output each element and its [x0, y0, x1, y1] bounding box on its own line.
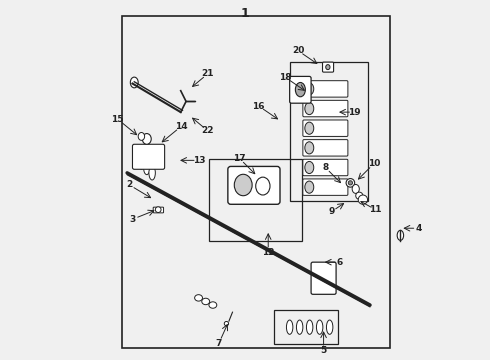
FancyBboxPatch shape	[303, 81, 348, 97]
Circle shape	[348, 181, 352, 185]
Text: 18: 18	[279, 73, 292, 82]
Text: 3: 3	[129, 215, 136, 224]
Bar	[273, 310, 338, 344]
Circle shape	[155, 207, 161, 212]
Text: 10: 10	[368, 159, 380, 168]
FancyBboxPatch shape	[303, 140, 348, 156]
Ellipse shape	[287, 320, 293, 334]
Text: 12: 12	[262, 248, 274, 257]
Ellipse shape	[209, 302, 217, 308]
Circle shape	[358, 195, 368, 204]
Ellipse shape	[130, 77, 138, 88]
Ellipse shape	[234, 174, 252, 196]
Ellipse shape	[305, 103, 314, 114]
Ellipse shape	[305, 161, 314, 174]
Ellipse shape	[305, 142, 314, 154]
Text: 17: 17	[233, 154, 246, 163]
Ellipse shape	[305, 83, 314, 95]
Text: 14: 14	[175, 122, 188, 131]
Bar	[290, 62, 368, 202]
FancyBboxPatch shape	[290, 76, 311, 103]
Circle shape	[356, 192, 363, 199]
FancyBboxPatch shape	[303, 120, 348, 136]
Ellipse shape	[149, 166, 155, 180]
FancyBboxPatch shape	[311, 262, 336, 294]
Ellipse shape	[133, 150, 139, 164]
Ellipse shape	[256, 177, 270, 195]
FancyBboxPatch shape	[303, 159, 348, 176]
Text: 13: 13	[193, 156, 205, 165]
Text: 7: 7	[216, 339, 222, 348]
Ellipse shape	[144, 160, 150, 175]
Text: 9: 9	[329, 207, 335, 216]
FancyBboxPatch shape	[322, 62, 334, 72]
Text: 4: 4	[415, 224, 421, 233]
Ellipse shape	[352, 184, 359, 193]
Ellipse shape	[305, 181, 314, 193]
Text: 2: 2	[126, 180, 132, 189]
FancyBboxPatch shape	[132, 144, 165, 169]
FancyBboxPatch shape	[303, 179, 348, 195]
Ellipse shape	[305, 122, 314, 134]
Ellipse shape	[295, 82, 305, 97]
Ellipse shape	[202, 298, 210, 305]
Ellipse shape	[326, 320, 333, 334]
Text: 20: 20	[292, 46, 304, 55]
Text: 16: 16	[252, 102, 265, 111]
Bar	[122, 16, 390, 348]
FancyBboxPatch shape	[228, 166, 280, 204]
Ellipse shape	[326, 64, 330, 69]
Text: 19: 19	[348, 108, 361, 117]
Text: 15: 15	[111, 114, 124, 123]
Text: 11: 11	[369, 205, 382, 214]
FancyBboxPatch shape	[153, 207, 164, 213]
FancyBboxPatch shape	[303, 100, 348, 117]
Text: 6: 6	[337, 258, 343, 267]
Ellipse shape	[397, 230, 404, 240]
Ellipse shape	[138, 132, 145, 140]
Text: 1: 1	[241, 8, 249, 21]
Text: 5: 5	[320, 346, 327, 355]
Ellipse shape	[296, 320, 303, 334]
Ellipse shape	[306, 320, 313, 334]
Bar	[209, 158, 302, 241]
Ellipse shape	[195, 295, 202, 301]
Ellipse shape	[317, 320, 323, 334]
Ellipse shape	[142, 134, 151, 144]
Ellipse shape	[138, 155, 145, 169]
Text: 8: 8	[322, 163, 328, 172]
Circle shape	[224, 321, 228, 326]
Circle shape	[346, 179, 355, 187]
Text: 22: 22	[201, 126, 214, 135]
Text: 21: 21	[201, 69, 214, 78]
